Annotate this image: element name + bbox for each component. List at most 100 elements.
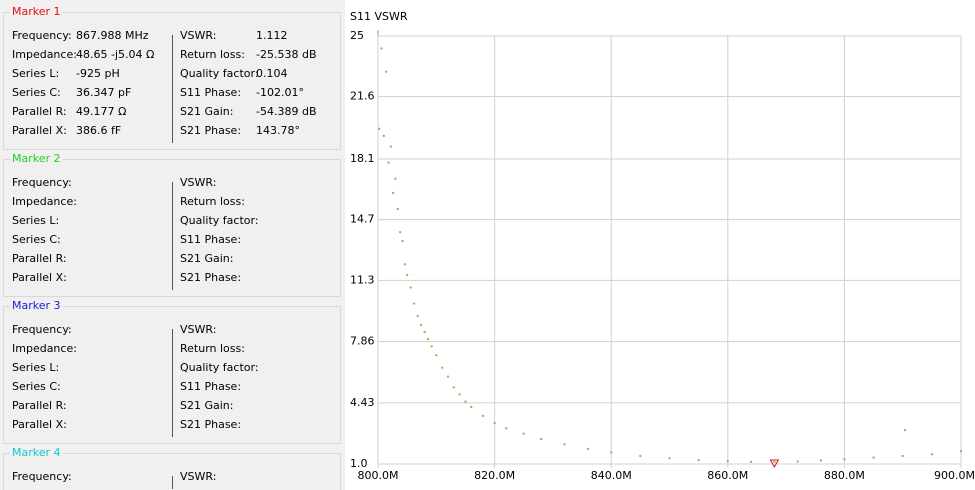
field-label: S21 Gain:: [180, 399, 234, 412]
data-point: [394, 177, 397, 180]
field-label: Parallel X:: [12, 271, 67, 284]
data-point: [435, 354, 438, 357]
y-tick-label: 18.1: [350, 152, 375, 165]
data-point: [610, 451, 613, 454]
field-value: 867.988 MHz: [76, 29, 149, 42]
marker-title: Marker 4: [10, 446, 63, 459]
data-point: [389, 145, 392, 148]
data-point: [820, 459, 823, 462]
data-point: [493, 421, 496, 424]
data-point: [639, 454, 642, 457]
data-point: [399, 231, 402, 234]
chart: S11 VSWR 1.0 4.43 7.86 11.3 14.7 18.1 21.6 25 80…: [345, 0, 975, 490]
field-label: Frequency:: [12, 323, 72, 336]
data-point: [773, 461, 776, 464]
field-label: VSWR:: [180, 176, 217, 189]
data-point: [464, 400, 467, 403]
divider: [172, 329, 173, 437]
x-tick-label: 840.0M: [591, 469, 632, 482]
data-point: [416, 314, 419, 317]
data-point: [446, 375, 449, 378]
y-tick-label: 4.43: [350, 396, 375, 409]
data-point: [392, 191, 395, 194]
field-label: VSWR:: [180, 323, 217, 336]
data-point: [441, 366, 444, 369]
data-point: [413, 302, 416, 305]
chart-title: S11 VSWR: [350, 10, 408, 23]
field-label: Series C:: [12, 233, 61, 246]
data-point: [430, 345, 433, 348]
divider: [172, 182, 173, 290]
field-label: Series L:: [12, 67, 60, 80]
data-point: [406, 273, 409, 276]
data-point: [378, 127, 381, 130]
field-value: 143.78°: [256, 124, 300, 137]
data-point: [387, 161, 390, 164]
data-point: [423, 331, 426, 334]
data-point: [901, 454, 904, 457]
data-point: [904, 429, 907, 432]
field-label: Impedance:: [12, 342, 77, 355]
y-tick-label: 25: [350, 29, 364, 42]
marker-group: Marker 2 Frequency: Impedance: Series L: Ser…: [3, 152, 341, 297]
marker-panels: Marker 1 Frequency: 867.988 MHz Impedance: 4…: [0, 0, 345, 490]
data-point: [427, 338, 430, 341]
field-label: S21 Gain:: [180, 252, 234, 265]
field-label: Parallel R:: [12, 105, 67, 118]
data-point: [796, 460, 799, 463]
y-tick-label: 11.3: [350, 273, 375, 286]
field-label: S21 Phase:: [180, 271, 242, 284]
data-point: [843, 458, 846, 461]
data-point: [726, 460, 729, 463]
data-point: [403, 263, 406, 266]
field-value: 1.112: [256, 29, 288, 42]
y-tick-label: 14.7: [350, 213, 375, 226]
field-value: -102.01°: [256, 86, 304, 99]
field-label: Quality factor:: [180, 67, 259, 80]
x-tick-label: 880.0M: [824, 469, 865, 482]
data-point: [380, 47, 383, 50]
divider: [172, 35, 173, 143]
y-tick-label: 1.0: [350, 457, 368, 470]
data-point: [458, 393, 461, 396]
data-point: [396, 207, 399, 210]
data-point: [420, 323, 423, 326]
field-value: -25.538 dB: [256, 48, 317, 61]
field-value: 36.347 pF: [76, 86, 132, 99]
data-point: [540, 438, 543, 441]
field-label: Frequency:: [12, 470, 72, 483]
data-point: [385, 70, 388, 73]
data-point: [586, 447, 589, 450]
x-tick-label: 800.0M: [358, 469, 399, 482]
field-label: Series C:: [12, 380, 61, 393]
field-value: 48.65 -j5.04 Ω: [76, 48, 155, 61]
data-point: [401, 240, 404, 243]
x-tick-label: 860.0M: [707, 469, 748, 482]
field-label: Impedance:: [12, 48, 77, 61]
field-value: 49.177 Ω: [76, 105, 127, 118]
field-value: -925 pH: [76, 67, 120, 80]
y-tick-label: 7.86: [350, 335, 375, 348]
x-tick-label: 900.0M: [934, 469, 975, 482]
marker-group: Marker 1 Frequency: 867.988 MHz Impedance: 4…: [3, 5, 341, 150]
data-point: [563, 443, 566, 446]
marker-title: Marker 1: [10, 5, 63, 18]
data-point: [409, 286, 412, 289]
marker-title: Marker 2: [10, 152, 63, 165]
field-label: Parallel X:: [12, 418, 67, 431]
data-point: [382, 134, 385, 137]
field-label: Frequency:: [12, 176, 72, 189]
y-tick-label: 21.6: [350, 90, 375, 103]
data-point: [505, 427, 508, 430]
field-label: Parallel R:: [12, 399, 67, 412]
data-point: [668, 457, 671, 460]
field-label: S21 Gain:: [180, 105, 234, 118]
data-point: [872, 456, 875, 459]
field-label: S11 Phase:: [180, 233, 242, 246]
data-point: [697, 459, 700, 462]
field-label: Return loss:: [180, 48, 245, 61]
data-point: [481, 414, 484, 417]
field-value: 0.104: [256, 67, 288, 80]
data-point: [452, 386, 455, 389]
